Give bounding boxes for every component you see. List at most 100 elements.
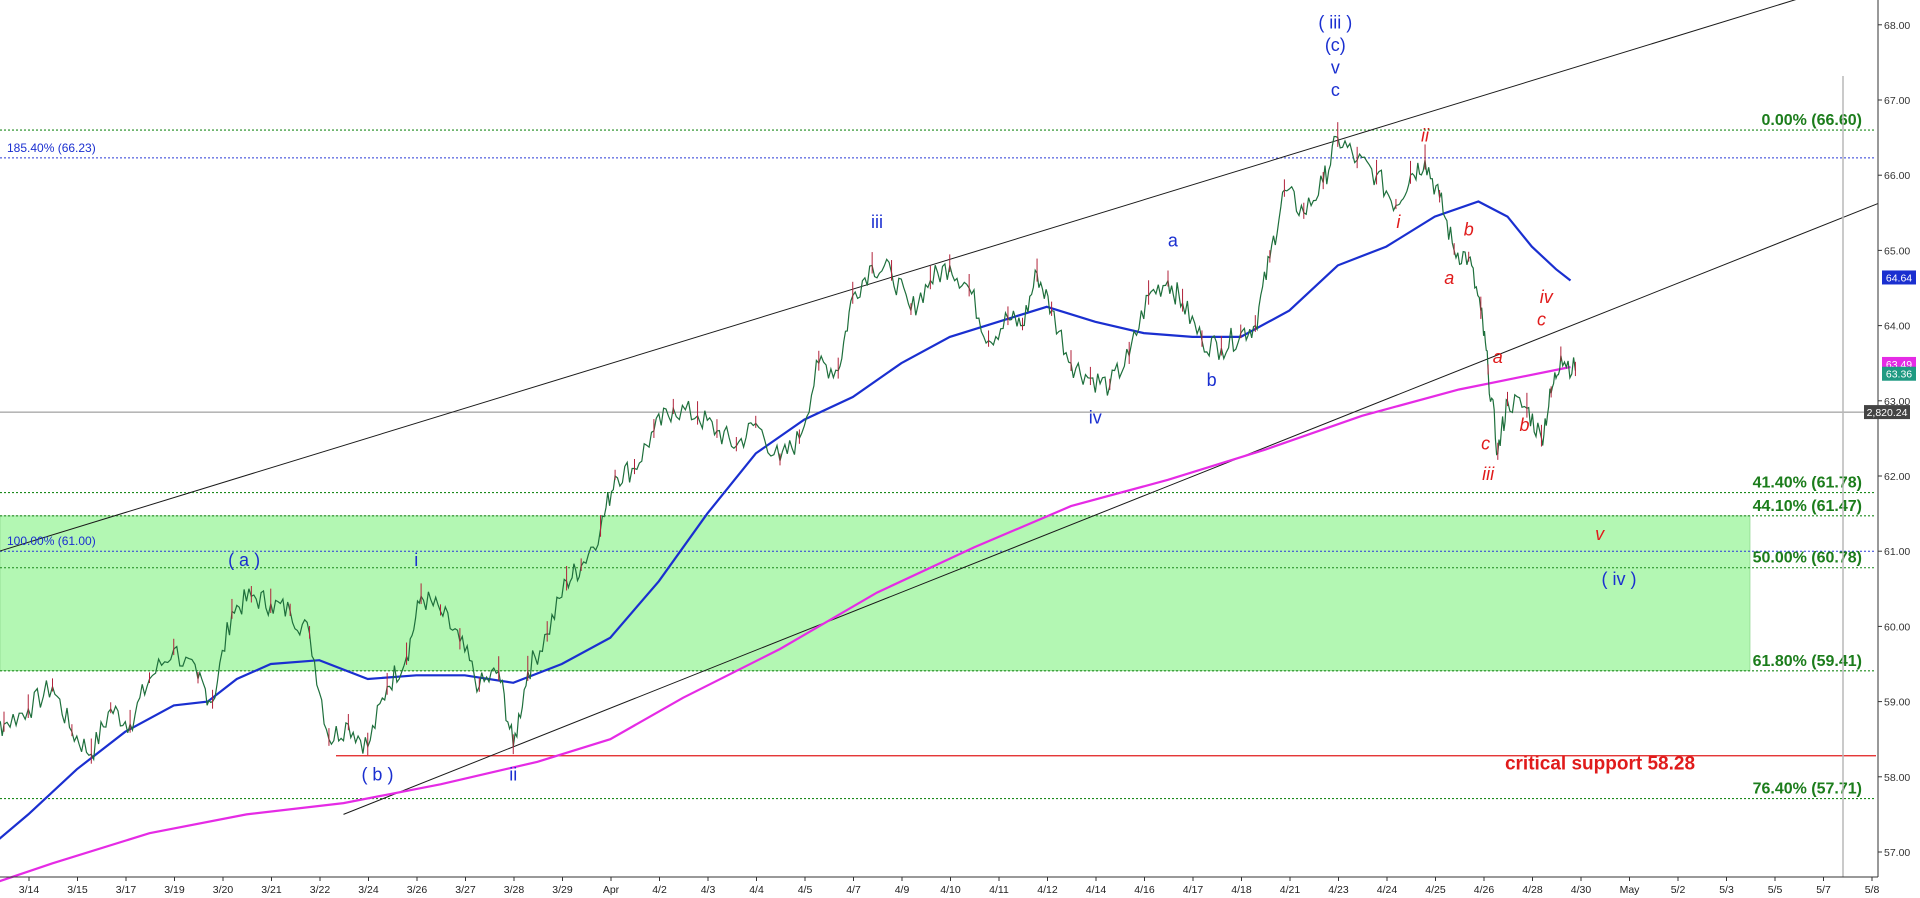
wave-label: i (414, 550, 418, 570)
time-axis-label: May (1620, 884, 1641, 896)
time-axis-label: 3/15 (67, 884, 88, 896)
time-axis-label: 3/26 (407, 884, 428, 896)
time-axis-label: 4/17 (1183, 884, 1204, 896)
time-axis-label: 3/29 (552, 884, 573, 896)
critical-support-label: critical support 58.28 (1505, 754, 1695, 775)
fib-level-label: 0.00% (66.60) (1761, 112, 1862, 129)
time-axis-label: 5/3 (1719, 884, 1734, 896)
wave-label: ii (1421, 125, 1430, 145)
time-axis-label: 5/8 (1865, 884, 1880, 896)
time-axis-label: 4/10 (940, 884, 961, 896)
time-axis-label: 4/16 (1134, 884, 1155, 896)
time-axis-label: 5/2 (1671, 884, 1686, 896)
moving-average-blue (0, 200, 1572, 840)
time-axis-label: 4/18 (1231, 884, 1252, 896)
wave-label: ii (509, 765, 517, 785)
time-axis-label: 3/27 (455, 884, 476, 896)
price-badge (1882, 366, 1916, 381)
wave-label: iv (1089, 407, 1102, 427)
price-axis-label: 60.00 (1884, 621, 1910, 633)
time-axis-label: 4/11 (989, 884, 1009, 896)
wave-label: (c) (1325, 35, 1346, 55)
fib-level-label: 50.00% (60.78) (1753, 550, 1862, 567)
price-axis-background (1878, 0, 1920, 898)
wave-label: ( b ) (361, 765, 393, 785)
time-axis-label: 4/25 (1425, 884, 1446, 896)
fib-level-label: 41.40% (61.78) (1753, 475, 1862, 492)
price-axis-label: 58.00 (1884, 772, 1910, 784)
time-axis-label: 5/5 (1768, 884, 1783, 896)
wave-label: b (1207, 370, 1217, 390)
wave-label: a (1168, 231, 1179, 251)
moving-average-layer (0, 200, 1572, 883)
fib-labels-layer: 0.00% (66.60) 41.40% (61.78) 44.10% (61.47… (7, 112, 1862, 798)
wave-label: b (1464, 219, 1474, 239)
time-axis-label: 5/7 (1816, 884, 1831, 896)
horizontal-levels-layer (0, 129, 1876, 800)
time-axis-label: 4/26 (1474, 884, 1495, 896)
extension-level-label: 185.40% (66.23) (7, 141, 96, 155)
time-axis-label: 4/14 (1086, 884, 1107, 896)
price-badge-label: 2,820.24 (1867, 407, 1908, 419)
price-badge (1864, 405, 1910, 420)
time-axis-label: 4/21 (1280, 884, 1301, 896)
fib-level-label: 76.40% (57.71) (1753, 781, 1862, 798)
wave-label: a (1444, 268, 1454, 288)
time-axis-label: 4/12 (1037, 884, 1058, 896)
time-axis-label: 4/5 (798, 884, 813, 896)
time-axis-label: Apr (603, 884, 620, 896)
time-axis-label: 4/2 (652, 884, 667, 896)
price-axis-label: 67.00 (1884, 95, 1910, 107)
time-axis-label: 4/4 (749, 884, 764, 896)
time-axis-label: 4/24 (1377, 884, 1398, 896)
fib-level-label: 44.10% (61.47) (1753, 498, 1862, 515)
time-axis-label: 3/19 (164, 884, 185, 896)
wave-label: c (1537, 310, 1546, 330)
price-axis-label: 62.00 (1884, 471, 1910, 483)
wave-label: c (1481, 434, 1490, 454)
price-axis-label: 59.00 (1884, 697, 1910, 709)
wave-label: b (1519, 415, 1529, 435)
time-axis-label: 3/14 (19, 884, 40, 896)
time-axis-label: 3/21 (261, 884, 282, 896)
price-path-layer (0, 122, 1576, 764)
time-axis-label: 3/22 (310, 884, 331, 896)
price-badge (1882, 270, 1916, 285)
wave-label: i (1396, 212, 1401, 232)
time-axis-label: 4/28 (1522, 884, 1543, 896)
price-axis-label: 63.00 (1884, 396, 1910, 408)
wave-label: ( iii ) (1318, 13, 1352, 33)
price-axis-label: 64.00 (1884, 321, 1910, 333)
price-axis-label: 61.00 (1884, 546, 1910, 558)
wave-label: v (1595, 524, 1605, 544)
extension-level-label: 100.00% (61.00) (7, 534, 96, 548)
wave-label: a (1493, 347, 1503, 367)
wave-label: ( iv ) (1602, 569, 1637, 589)
wave-label: c (1331, 80, 1340, 100)
moving-average-magenta (0, 365, 1571, 883)
price-badge-label: 64.64 (1886, 272, 1912, 284)
wave-label: ( a ) (228, 550, 260, 570)
price-badge-label: 63.36 (1886, 369, 1912, 381)
price-axis-label: 68.00 (1884, 20, 1910, 32)
wave-label: iii (1482, 464, 1495, 484)
time-axis-label: 3/28 (504, 884, 525, 896)
wave-label: iii (871, 212, 883, 232)
price-line (0, 135, 1576, 762)
time-axis-label: 4/30 (1571, 884, 1592, 896)
time-axis-label: 4/7 (846, 884, 861, 896)
wave-label: iv (1540, 287, 1554, 307)
wave-label: v (1331, 58, 1340, 78)
channel-line (0, 0, 1797, 552)
price-axis-label: 57.00 (1884, 847, 1910, 859)
time-axis-label: 4/9 (895, 884, 910, 896)
channel-line (343, 186, 1920, 815)
price-axis-label: 65.00 (1884, 245, 1910, 257)
time-axis-label: 3/17 (116, 884, 137, 896)
time-axis-label: 3/24 (358, 884, 379, 896)
time-axis-label: 3/20 (213, 884, 234, 896)
time-axis-label: 4/23 (1328, 884, 1349, 896)
